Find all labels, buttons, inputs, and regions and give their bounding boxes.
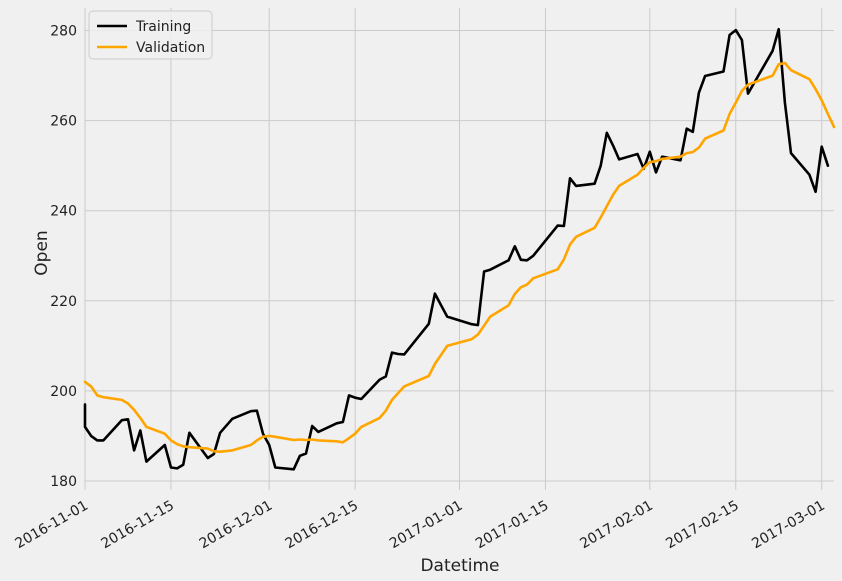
y-tick-label: 180 — [50, 474, 77, 490]
series-line-validation — [83, 61, 836, 454]
series-line-training — [83, 27, 830, 471]
y-tick-label: 260 — [50, 114, 77, 130]
series-layer — [83, 27, 836, 471]
y-tick-label: 240 — [50, 204, 77, 220]
legend-label-training: Training — [135, 19, 191, 35]
legend: Training Validation — [88, 10, 213, 60]
y-tick-label: 220 — [50, 294, 77, 310]
y-axis-label: Open — [32, 230, 52, 275]
y-tick-label: 200 — [50, 384, 77, 400]
x-axis-label: Datetime — [420, 556, 499, 576]
grid — [84, 8, 834, 490]
legend-label-validation: Validation — [136, 40, 205, 56]
y-tick-labels: 180 200 220 240 260 280 — [50, 24, 77, 490]
y-tick-label: 280 — [50, 24, 77, 40]
